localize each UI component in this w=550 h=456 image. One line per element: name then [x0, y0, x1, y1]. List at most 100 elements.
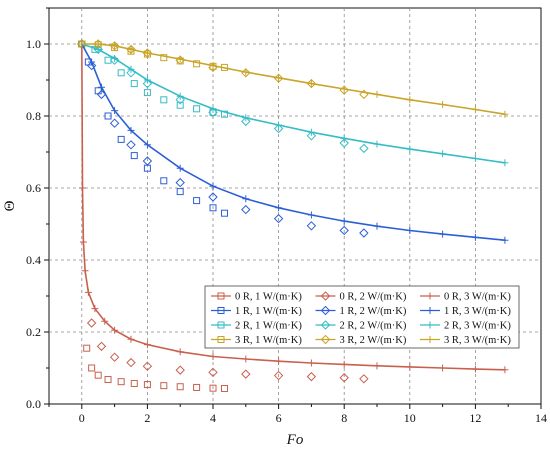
data-point	[306, 371, 317, 382]
series-2	[78, 40, 228, 118]
data-point	[209, 62, 217, 70]
data-point	[91, 305, 99, 313]
x-tick-label: 12	[469, 411, 481, 425]
series-10	[78, 40, 509, 167]
data-point	[109, 118, 120, 128]
data-point	[273, 123, 284, 134]
data-point	[111, 42, 119, 50]
data-point	[471, 365, 479, 373]
legend-entry: 3 R, 2 W/(m·K)	[315, 334, 407, 346]
legend-entry: 2 R, 3 W/(m·K)	[420, 321, 511, 332]
data-point	[306, 131, 317, 141]
legend-entry: 2 R, 1 W/(m·K)	[211, 321, 302, 332]
data-point	[307, 128, 315, 136]
legend-swatch-marker	[320, 305, 331, 316]
data-point	[208, 107, 218, 118]
data-point	[160, 177, 168, 185]
data-point	[104, 376, 112, 384]
data-point	[501, 110, 509, 118]
data-point	[109, 352, 120, 362]
data-point	[143, 141, 151, 149]
plot-frame	[48, 7, 542, 405]
data-point	[86, 318, 97, 328]
legend-label: 1 R, 3 W/(m·K)	[444, 306, 511, 317]
series-line	[81, 43, 506, 164]
data-point	[406, 145, 414, 153]
y-tick-label: 0.8	[26, 109, 41, 123]
legend-box	[204, 285, 520, 349]
data-point	[209, 182, 217, 190]
data-point	[241, 369, 251, 379]
legend-entry: 1 R, 2 W/(m·K)	[315, 305, 407, 317]
data-point	[340, 360, 348, 368]
series-layer	[77, 39, 509, 393]
series-9	[78, 40, 509, 244]
data-point	[127, 45, 135, 53]
legend-swatch-marker	[217, 336, 225, 343]
data-point	[143, 89, 151, 97]
series-8	[78, 40, 509, 374]
legend-swatch-marker	[320, 334, 331, 345]
data-point	[143, 341, 151, 349]
legend-entry: 3 R, 3 W/(m·K)	[420, 335, 511, 346]
data-point	[193, 197, 201, 205]
y-tick-label: 0.4	[26, 253, 41, 267]
legend-entry: 3 R, 1 W/(m·K)	[211, 335, 302, 346]
data-point	[160, 54, 168, 62]
legend-entry: 0 R, 1 W/(m·K)	[211, 292, 302, 303]
data-point	[127, 335, 135, 343]
data-point	[306, 221, 317, 231]
data-point	[242, 355, 250, 363]
series-line	[81, 43, 506, 115]
legend-label: 0 R, 2 W/(m·K)	[340, 292, 407, 303]
data-point	[340, 217, 348, 225]
data-point	[176, 348, 184, 356]
legend-swatch-marker	[320, 320, 331, 330]
data-point	[160, 382, 168, 390]
data-point	[307, 80, 315, 88]
data-point	[273, 213, 284, 224]
data-point	[84, 288, 92, 296]
data-point	[439, 150, 447, 158]
data-point	[176, 188, 184, 196]
legend-label: 3 R, 3 W/(m·K)	[444, 335, 511, 346]
x-tick-label: 4	[210, 411, 216, 425]
legend-swatch-marker	[426, 307, 434, 314]
axes: 0 2 4 6 8 10 12 14 0.0 0.2 0.4 0.6 0.8 1.0	[26, 7, 547, 425]
data-point	[220, 385, 228, 393]
legend-swatch-marker	[217, 307, 225, 314]
x-tick-label: 8	[341, 411, 347, 425]
data-point	[117, 378, 125, 386]
data-point	[501, 159, 509, 167]
data-point	[176, 383, 184, 391]
data-point	[501, 366, 509, 374]
data-point	[471, 106, 479, 114]
data-point	[126, 140, 136, 150]
data-point	[127, 126, 135, 134]
data-point	[306, 78, 317, 89]
data-point	[340, 134, 348, 142]
data-point	[340, 85, 348, 93]
x-tick-label: 10	[404, 411, 416, 425]
legend-entry: 0 R, 3 W/(m·K)	[420, 292, 511, 303]
series-1	[78, 40, 228, 217]
data-point	[241, 116, 251, 127]
data-point	[83, 344, 91, 352]
data-point	[117, 69, 125, 77]
data-point	[220, 209, 228, 217]
data-point	[373, 90, 381, 98]
data-point	[130, 152, 138, 160]
data-point	[439, 100, 447, 108]
data-point	[175, 177, 185, 188]
legend: 0 R, 1 W/(m·K) 1 R, 1 W/(m·K) 2 R, 1 W/(m·…	[204, 285, 520, 349]
data-point	[339, 138, 349, 148]
x-tick-label: 0	[79, 411, 85, 425]
data-point	[111, 326, 119, 334]
data-point	[373, 222, 381, 230]
legend-swatch-marker	[217, 321, 225, 329]
data-point	[142, 78, 153, 89]
data-point	[242, 68, 250, 76]
data-point	[176, 101, 184, 109]
data-point	[359, 228, 369, 238]
